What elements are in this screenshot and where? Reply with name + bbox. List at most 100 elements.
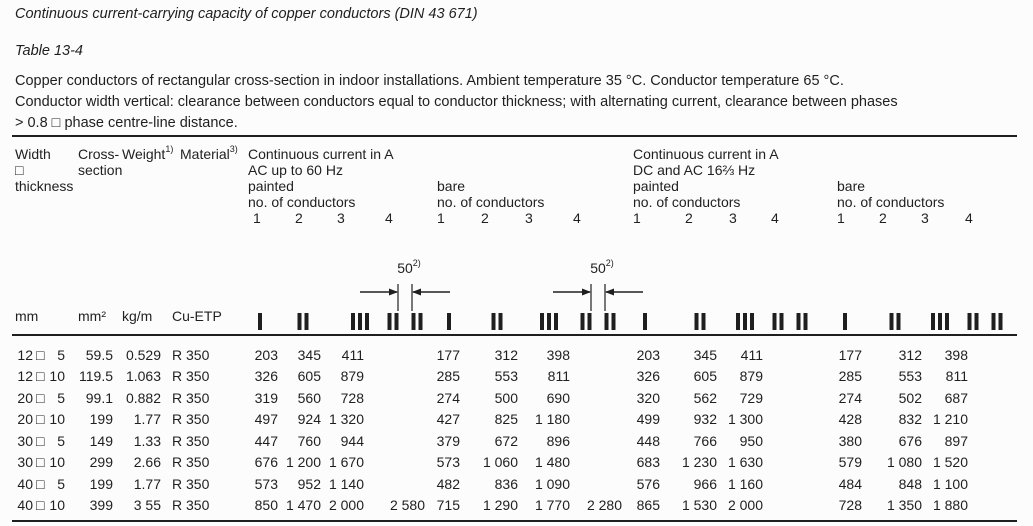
bar	[889, 313, 894, 330]
conductor-bars-icon-1	[258, 313, 262, 330]
table-label: Table 13-4	[15, 43, 83, 59]
bar	[587, 313, 592, 330]
cell-current: 326	[636, 368, 660, 384]
group-header-ac: AC up to 60 Hz	[248, 162, 343, 178]
bar	[998, 313, 1003, 330]
dimension-arrows-icon	[553, 284, 643, 311]
cell-current: 573	[436, 454, 460, 470]
cell-current: 553	[898, 368, 922, 384]
group-header-dc: DC and AC 16⅔ Hz	[633, 162, 756, 178]
cell-current: 944	[340, 433, 364, 449]
cell-current: 560	[297, 390, 321, 406]
subgroup-header-bare: bare	[437, 178, 466, 194]
footnote-ref: 2)	[605, 258, 614, 269]
bar	[796, 313, 801, 330]
bar	[974, 313, 979, 330]
subgroup-header-painted: painted	[248, 178, 294, 194]
cell-box-glyph: □	[36, 368, 45, 384]
subgroup-header-painted: painted	[633, 178, 679, 194]
bar	[991, 313, 996, 330]
unit-width: mm	[15, 308, 39, 324]
cell-current: 879	[340, 368, 364, 384]
cell-current: 285	[838, 368, 862, 384]
bar	[967, 313, 972, 330]
cell-current: 1 770	[534, 497, 570, 513]
cell-current: 484	[838, 476, 862, 492]
conductor-bars-icon-4	[967, 313, 1003, 330]
cell-current: 177	[436, 347, 460, 363]
cell-thickness: 5	[57, 347, 65, 363]
cell-thickness: 5	[57, 476, 65, 492]
cell-thickness: 10	[49, 497, 65, 513]
cell-box-glyph: □	[36, 497, 45, 513]
cell-current: 579	[838, 454, 862, 470]
cell-cross-section: 399	[89, 497, 113, 513]
cell-cross-section: 299	[89, 454, 113, 470]
conductor-count-header: 3	[337, 210, 345, 226]
cell-current: 573	[254, 476, 278, 492]
cell-current: 811	[547, 368, 570, 384]
conductor-count-header: 1	[837, 210, 845, 226]
cell-cross-section: 199	[89, 476, 113, 492]
bar	[258, 313, 262, 330]
footnote-ref: 1)	[165, 144, 174, 155]
col-header-width: Width	[15, 146, 51, 162]
conductor-bars-icon-2	[889, 313, 901, 330]
bar	[358, 313, 362, 330]
conductor-bars-icon-2	[491, 313, 503, 330]
cell-width: 12	[17, 368, 33, 384]
bar-gap	[595, 329, 602, 330]
cell-current: 1 290	[482, 497, 518, 513]
cell-current: 1 880	[932, 497, 968, 513]
cell-current: 728	[838, 497, 862, 513]
unit-cross-section: mm²	[78, 308, 106, 324]
cell-current: 1 180	[534, 411, 570, 427]
bar	[411, 313, 416, 330]
cell-current: 345	[297, 347, 321, 363]
cell-current: 715	[436, 497, 460, 513]
cell-cross-section: 149	[89, 433, 113, 449]
bar	[772, 313, 777, 330]
cell-cross-section: 99.1	[85, 390, 113, 406]
cell-current: 1 470	[285, 497, 321, 513]
cell-current: 177	[838, 347, 862, 363]
cell-current: 319	[254, 390, 278, 406]
cell-current: 1 480	[534, 454, 570, 470]
cell-current: 1 060	[482, 454, 518, 470]
cell-current: 326	[254, 368, 278, 384]
cell-current: 729	[739, 390, 763, 406]
cell-current: 2 000	[328, 497, 364, 513]
table-bottom-rule	[12, 520, 1017, 522]
conductor-count-header: 3	[729, 210, 737, 226]
cell-current: 687	[944, 390, 968, 406]
conductor-count-header: 3	[525, 210, 533, 226]
bar	[736, 313, 740, 330]
bar-gap	[982, 329, 989, 330]
cell-current: 448	[636, 433, 660, 449]
conductor-bars-icon-2	[694, 313, 706, 330]
table-top-rule	[12, 135, 1017, 137]
conductor-count-header: 4	[771, 210, 779, 226]
cell-current: 499	[636, 411, 660, 427]
cell-thickness: 5	[57, 390, 65, 406]
unit-weight: kg/m	[122, 308, 153, 324]
cell-current: 760	[297, 433, 321, 449]
conductor-bars-icon-3	[736, 313, 754, 330]
cell-box-glyph: □	[36, 454, 45, 470]
cell-current: 553	[494, 368, 518, 384]
cell-thickness: 5	[57, 433, 65, 449]
cell-current: 1 090	[534, 476, 570, 492]
cell-current: 312	[898, 347, 922, 363]
unit-material: Cu-ETP	[172, 308, 222, 324]
cell-current: 896	[546, 433, 570, 449]
cell-thickness: 10	[49, 454, 65, 470]
bar	[803, 313, 808, 330]
bar	[418, 313, 423, 330]
cell-current: 345	[693, 347, 717, 363]
bar	[931, 313, 935, 330]
cell-current: 932	[693, 411, 717, 427]
bar	[580, 313, 585, 330]
bar	[643, 313, 647, 330]
table-mid-rule	[12, 334, 1017, 336]
cell-weight: 0.882	[125, 390, 161, 406]
